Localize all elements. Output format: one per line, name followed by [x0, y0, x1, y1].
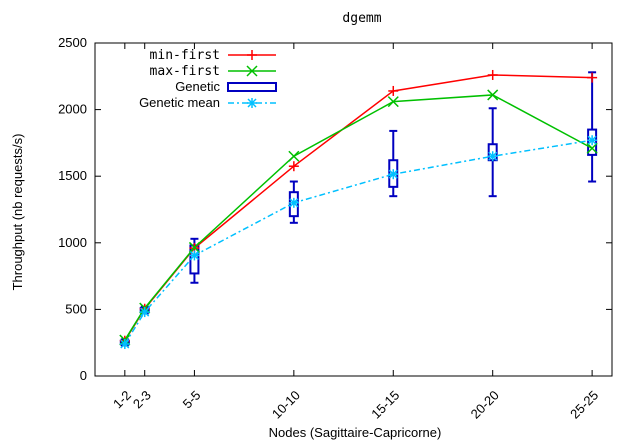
y-tick-label: 2500	[58, 35, 87, 50]
chart-title: dgemm	[342, 11, 381, 26]
series-point	[188, 241, 200, 253]
legend-marker	[247, 50, 257, 60]
series-point	[487, 69, 498, 80]
legend-swatch	[227, 82, 277, 92]
y-axis-label: Throughput (nb requests/s)	[10, 134, 25, 291]
legend-label: max-first	[150, 64, 220, 79]
series-point	[586, 142, 598, 154]
legend-marker	[246, 65, 258, 77]
box-body	[587, 128, 598, 156]
series-point	[387, 96, 399, 108]
legend-label: Genetic	[175, 79, 220, 94]
legend-label: min-first	[150, 48, 220, 63]
y-axis: 0 500 1000 1500 2000 2500	[58, 35, 612, 383]
series-point	[189, 250, 200, 261]
y-tick-label: 2000	[58, 102, 87, 117]
y-tick-label: 1000	[58, 235, 87, 250]
box-body	[288, 191, 299, 218]
series-point	[119, 339, 130, 350]
series-point	[139, 307, 150, 318]
x-tick-label: 2-3	[130, 388, 154, 412]
x-axis-label: Nodes (Sagittaire-Capricorne)	[269, 425, 442, 440]
x-tick-label: 10-10	[269, 388, 303, 422]
series-point	[388, 169, 399, 180]
series-point	[388, 85, 399, 96]
y-tick-label: 1500	[58, 168, 87, 183]
legend-marker	[247, 98, 257, 108]
box-plot	[288, 180, 299, 224]
series-point	[288, 161, 299, 172]
series-point	[487, 151, 498, 162]
series-line	[124, 94, 593, 341]
series-lines	[119, 69, 598, 350]
series-point	[288, 197, 299, 208]
y-tick-label: 0	[80, 368, 87, 383]
plot-frame	[94, 42, 613, 377]
x-tick-label: 25-25	[567, 388, 601, 422]
x-tick-label: 5-5	[180, 388, 204, 412]
series-point	[487, 89, 499, 101]
genetic-boxes	[119, 71, 598, 347]
series-point	[587, 135, 598, 146]
legend-label: Genetic mean	[139, 95, 220, 110]
y-tick-label: 500	[65, 301, 87, 316]
series-line	[124, 74, 593, 342]
x-tick-label: 20-20	[468, 388, 502, 422]
x-tick-label: 15-15	[368, 388, 402, 422]
series-point	[288, 150, 300, 162]
box-plot	[587, 71, 598, 183]
box-plot	[388, 129, 399, 198]
series-point	[587, 72, 598, 83]
